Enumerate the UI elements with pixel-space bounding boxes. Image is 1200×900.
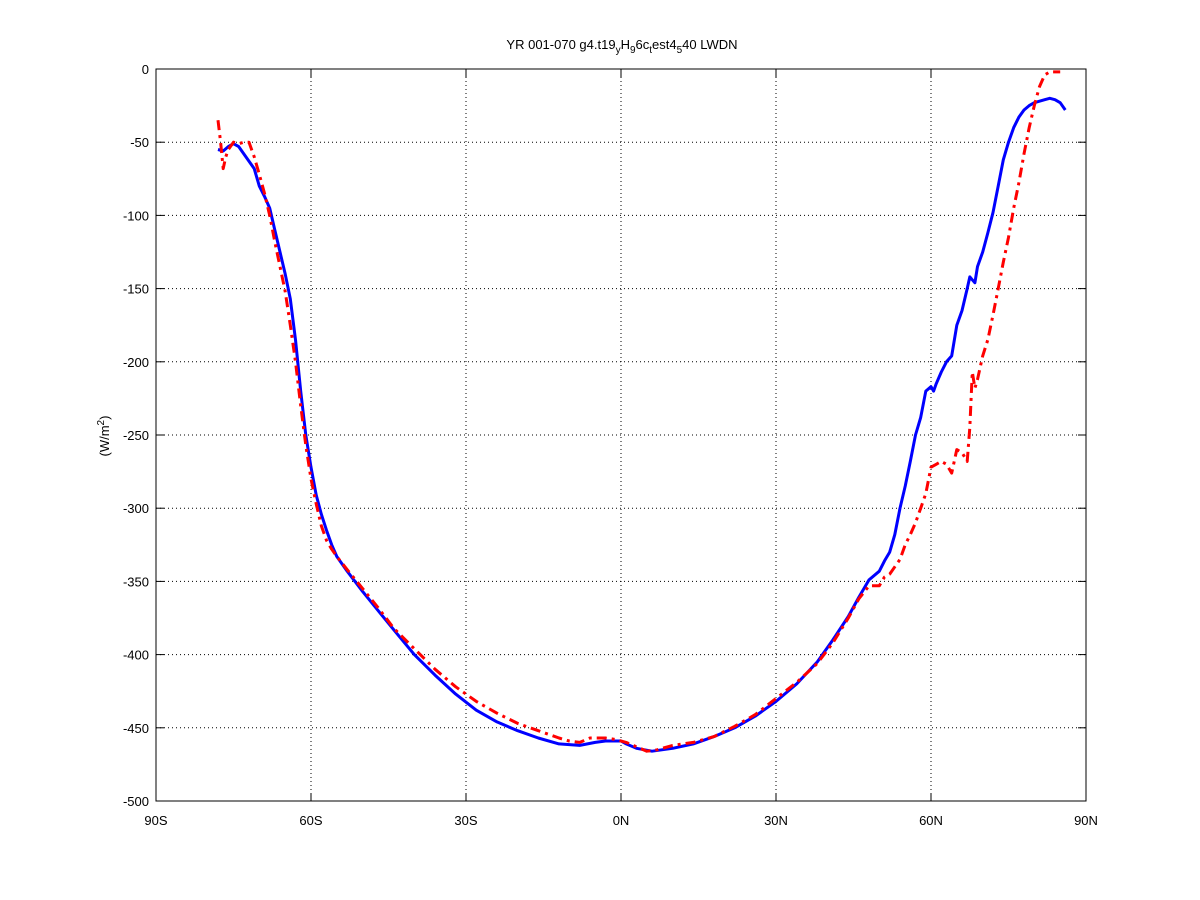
- grid-layer: [156, 69, 1086, 801]
- x-tick-label: 60N: [919, 813, 943, 828]
- x-tick-label: 30N: [764, 813, 788, 828]
- title-part-9: 40 LWDN: [682, 37, 737, 52]
- title-part-5: 6c: [636, 37, 650, 52]
- title-part-1: YR 001-070 g4.t19: [506, 37, 615, 52]
- y-tick-label: -500: [123, 794, 149, 809]
- y-axis-label-sup: 2: [96, 419, 107, 425]
- y-axis-label-close: ): [97, 416, 112, 420]
- ticks-layer: [155, 68, 1087, 802]
- title-part-4-sub: 9: [630, 45, 636, 56]
- title-part-3: H: [621, 37, 630, 52]
- y-tick-label: -50: [130, 135, 149, 150]
- y-tick-label: 0: [142, 62, 149, 77]
- title-part-7: est4: [652, 37, 677, 52]
- y-tick-label: -350: [123, 574, 149, 589]
- y-axis-label-base: (W/m: [97, 425, 112, 456]
- y-tick-label: -100: [123, 208, 149, 223]
- series-line-2: [216, 70, 1061, 753]
- x-tick-label: 90N: [1074, 813, 1098, 828]
- x-tick-label: 30S: [454, 813, 477, 828]
- labels-layer: 90S 60S 30S 0N 30N 60N 90N 0 -50 -100 -150 -200 -250…: [123, 62, 1098, 828]
- y-tick-label: -400: [123, 648, 149, 663]
- y-tick-label: -250: [123, 428, 149, 443]
- title-part-2-sub: y: [616, 45, 621, 56]
- y-tick-label: -450: [123, 721, 149, 736]
- title-part-8-sub: 5: [677, 45, 683, 56]
- title-part-6-sub: t: [649, 45, 652, 56]
- series-layer: [216, 70, 1067, 753]
- x-tick-label: 0N: [613, 813, 630, 828]
- y-tick-label: -300: [123, 501, 149, 516]
- x-tick-label: 90S: [144, 813, 167, 828]
- x-tick-label: 60S: [299, 813, 322, 828]
- y-tick-label: -200: [123, 355, 149, 370]
- y-axis-label: (W/m2): [96, 416, 112, 457]
- chart-title: YR 001-070 g4.t19yH96ctest4540 LWDN: [506, 37, 737, 56]
- y-tick-label: -150: [123, 282, 149, 297]
